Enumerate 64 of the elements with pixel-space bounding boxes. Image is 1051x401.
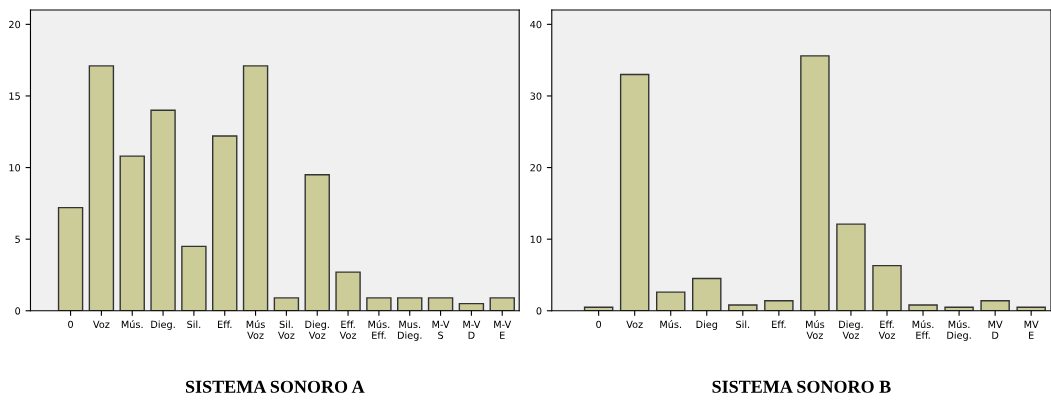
x-tick-label: MV E <box>1024 320 1039 339</box>
bar <box>908 304 938 311</box>
text: SISTEMA SONORO A <box>185 380 365 393</box>
x-tick-label: Mús Voz <box>246 320 265 339</box>
bar <box>489 297 515 311</box>
x-tick-label: Sil. <box>736 320 750 329</box>
bar <box>88 65 115 311</box>
bar <box>764 300 794 311</box>
x-tick-label: Eff. <box>218 320 232 328</box>
bar <box>304 174 330 311</box>
x-tick-label: M-V S <box>432 320 450 339</box>
y-tick-label: 15 <box>9 92 20 100</box>
x-tick-label: Dieg <box>696 320 718 330</box>
x-tick-label: Mús. Eff. <box>912 320 934 339</box>
y-tick-label: 20 <box>9 20 21 29</box>
x-tick-label: Mús. Eff. <box>368 320 390 339</box>
y-tick-label: 0 <box>536 307 542 315</box>
bar <box>150 109 176 311</box>
bar <box>427 297 454 311</box>
bar <box>335 271 361 311</box>
x-tick-label: Mus. Dieg. <box>397 320 422 341</box>
bar <box>397 297 423 311</box>
bar <box>57 206 84 311</box>
bar <box>212 135 238 311</box>
bar <box>800 55 830 311</box>
x-tick-label: Sil. <box>187 320 201 329</box>
y-tick-label: 40 <box>530 20 542 29</box>
bar <box>728 304 758 311</box>
text: SISTEMA SONORO B <box>712 380 891 393</box>
x-tick-label: Sil. Voz <box>278 320 295 339</box>
x-tick-label: Dieg. <box>151 320 175 330</box>
bar <box>692 277 722 311</box>
bar <box>366 297 392 311</box>
x-tick-label: Mús. <box>121 320 143 329</box>
bar <box>872 264 902 311</box>
y-tick-label: 10 <box>9 164 21 172</box>
x-tick-label: 0 <box>68 320 74 329</box>
x-tick-label: M-V D <box>463 320 481 339</box>
bar <box>655 291 686 311</box>
x-tick-label: MV D <box>988 320 1003 339</box>
bar <box>836 223 866 311</box>
x-tick-label: Mús. <box>660 320 682 329</box>
x-tick-label: Voz <box>626 320 643 329</box>
x-tick-label: 0 <box>596 320 602 329</box>
bar <box>619 73 650 311</box>
y-tick-label: 20 <box>530 164 542 172</box>
bar <box>119 155 145 311</box>
x-tick-label: Eff. <box>772 320 786 328</box>
x-tick-label: Dieg. Voz <box>305 320 329 339</box>
x-tick-label: Dieg. Voz <box>839 320 863 339</box>
y-tick-label: 10 <box>530 235 542 243</box>
x-tick-label: Mús. Dieg. <box>947 320 971 341</box>
bar <box>181 245 207 311</box>
bar <box>242 65 269 311</box>
y-tick-label: 0 <box>15 307 21 315</box>
y-tick-label: 5 <box>15 235 20 243</box>
x-tick-label: Eff. Voz <box>339 320 357 339</box>
x-tick-label: Eff. Voz <box>878 320 896 339</box>
bar <box>980 300 1010 311</box>
y-tick-label: 30 <box>530 92 542 100</box>
x-tick-label: Voz <box>93 320 110 329</box>
x-tick-label: M-V E <box>494 320 512 339</box>
x-tick-label: Mús Voz <box>806 320 825 339</box>
bar <box>273 297 300 311</box>
